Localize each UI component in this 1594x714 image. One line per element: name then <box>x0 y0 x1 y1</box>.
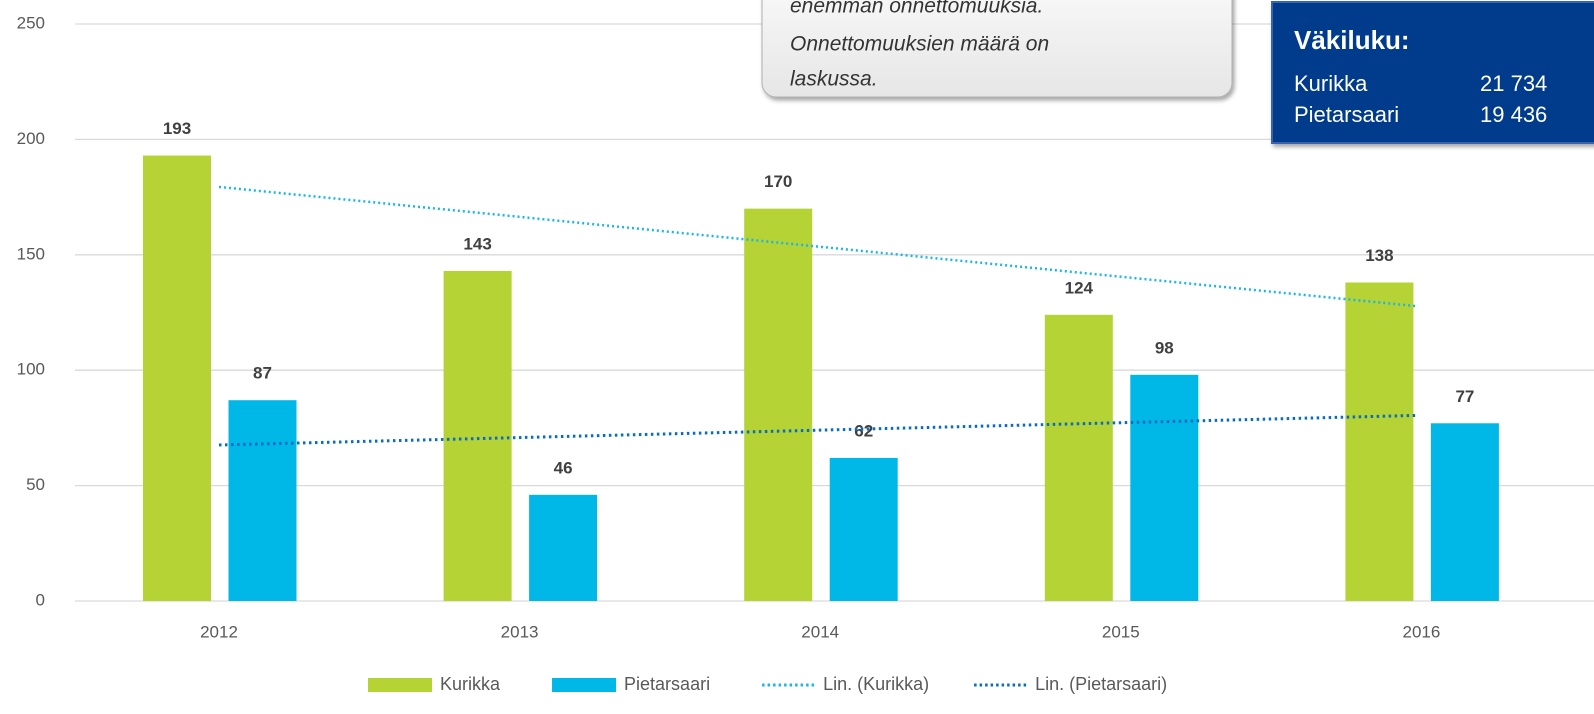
trendline <box>218 413 1416 447</box>
bar <box>1345 282 1414 601</box>
data-label: 138 <box>1365 246 1393 265</box>
data-label: 143 <box>463 234 491 253</box>
x-tick-label: 2015 <box>1102 622 1140 641</box>
legend-label: Kurikka <box>440 674 501 694</box>
population-box: Väkiluku: Kurikka 21 734 Pietarsaari 19 … <box>1271 1 1594 144</box>
bar <box>1130 374 1199 601</box>
population-name: Pietarsaari <box>1294 102 1399 127</box>
data-label: 98 <box>1155 338 1174 357</box>
annotation-line: enemmän onnettomuuksia. <box>790 0 1043 18</box>
annotation-line: Onnettomuuksien määrä on <box>790 33 1049 56</box>
y-tick-label: 0 <box>36 590 45 609</box>
bar <box>829 457 898 601</box>
data-label: 124 <box>1065 278 1094 297</box>
legend-label: Pietarsaari <box>624 674 710 694</box>
population-title: Väkiluku: <box>1294 25 1410 55</box>
population-value: 19 436 <box>1480 102 1547 127</box>
bar <box>143 155 211 601</box>
legend: Kurikka Pietarsaari Lin. (Kurikka) Lin. (Pi… <box>368 674 1167 694</box>
data-label: 46 <box>554 458 573 477</box>
x-tick-label: 2016 <box>1402 622 1440 641</box>
y-tick-label: 250 <box>17 13 45 32</box>
data-label: 77 <box>1455 387 1474 406</box>
bar <box>529 494 598 601</box>
bar <box>443 270 512 601</box>
bar <box>1430 423 1499 601</box>
bar <box>1044 314 1113 601</box>
population-name: Kurikka <box>1294 71 1368 96</box>
data-label: 170 <box>764 172 792 191</box>
x-tick-label: 2014 <box>801 622 839 641</box>
legend-label: Lin. (Kurikka) <box>823 674 929 694</box>
annotation-box <box>761 0 1233 98</box>
y-tick-label: 50 <box>26 475 45 494</box>
y-tick-label: 200 <box>17 129 45 148</box>
population-value: 21 734 <box>1480 71 1547 96</box>
data-label: 193 <box>163 119 191 138</box>
data-label: 87 <box>253 364 272 383</box>
trendline <box>218 185 1416 308</box>
legend-swatch <box>552 678 617 692</box>
y-tick-label: 100 <box>17 360 45 379</box>
annotation: enemmän onnettomuuksia. Onnettomuuksien … <box>761 0 1233 98</box>
y-tick-label: 150 <box>17 244 45 263</box>
x-tick-label: 2013 <box>501 622 539 641</box>
data-label: 62 <box>854 421 873 440</box>
x-tick-label: 2012 <box>200 622 238 641</box>
population-box-bg <box>1271 1 1594 144</box>
annotation-line: laskussa. <box>790 68 878 91</box>
bar <box>744 208 813 601</box>
bar <box>228 400 297 601</box>
legend-swatch <box>368 678 432 692</box>
legend-label: Lin. (Pietarsaari) <box>1035 674 1167 694</box>
